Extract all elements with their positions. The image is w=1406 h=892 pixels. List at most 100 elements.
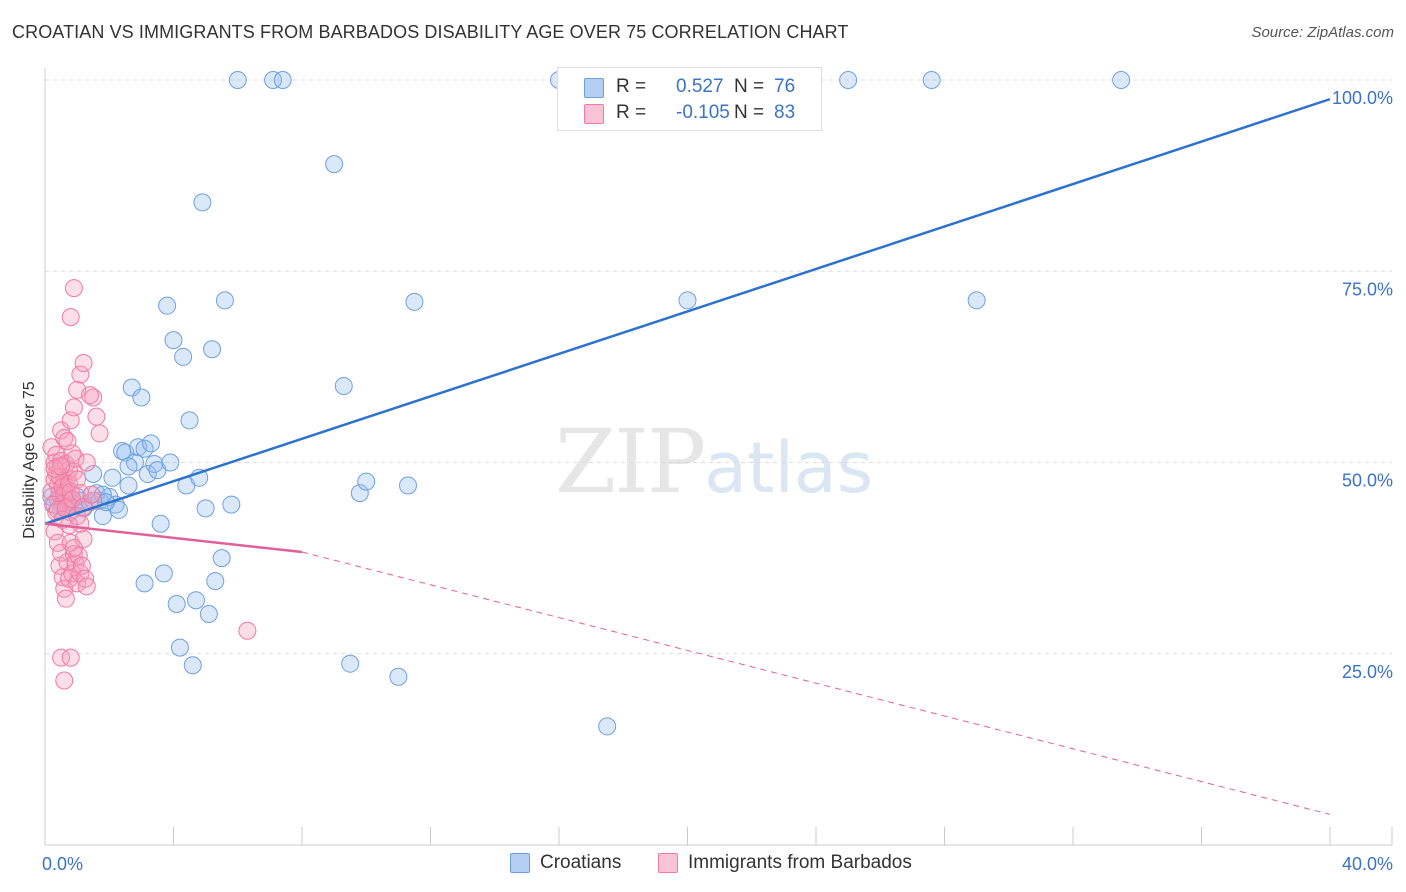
croatians-point — [174, 347, 193, 366]
bottom-legend-swatch-blue — [510, 853, 530, 873]
croatians-point — [228, 71, 247, 89]
barbados-point — [61, 308, 80, 327]
croatians-point — [170, 638, 189, 657]
barbados-point — [82, 485, 101, 504]
croatians-point — [1112, 71, 1131, 89]
y-tick-label: 25.0% — [1342, 662, 1393, 682]
barbados-point — [64, 279, 83, 298]
croatians-point — [161, 453, 180, 472]
x-tick-label: 0.0% — [42, 854, 83, 874]
legend-r-value: -0.105 — [676, 102, 730, 123]
croatians-point — [273, 71, 292, 89]
barbados-point — [61, 648, 80, 667]
y-tick-label: 100.0% — [1332, 88, 1393, 108]
legend-swatch-blue — [584, 78, 604, 98]
croatians-point — [183, 656, 202, 675]
barbados-point — [71, 484, 90, 503]
croatians-point — [678, 291, 697, 310]
barbados-point — [64, 398, 83, 417]
barbados-point — [77, 577, 96, 596]
barbados-point — [52, 648, 71, 667]
croatians-point — [325, 155, 344, 174]
barbados-point — [80, 386, 99, 405]
croatians-point — [151, 514, 170, 533]
barbados-point — [71, 564, 90, 583]
bottom-legend-swatch-pink — [658, 853, 678, 873]
croatians-point — [193, 193, 212, 212]
croatians-point — [341, 654, 360, 673]
barbados-trend-extension — [301, 551, 1331, 815]
y-tick-label: 50.0% — [1342, 471, 1393, 491]
barbados-point — [55, 429, 74, 448]
croatians-point — [334, 377, 353, 395]
barbados-point — [66, 449, 85, 468]
croatians-point — [922, 71, 941, 89]
legend-n-value: 76 — [774, 76, 796, 97]
croatians-point — [180, 411, 199, 430]
croatians-point — [154, 564, 173, 583]
barbados-point — [74, 530, 93, 548]
barbados-point — [68, 470, 87, 489]
croatians-point — [167, 595, 186, 614]
croatians-point — [119, 476, 138, 495]
watermark-zip: ZIP — [555, 410, 706, 513]
y-axis-label: Disability Age Over 75 — [21, 381, 38, 539]
barbados-point — [90, 424, 109, 443]
croatians-point — [203, 340, 222, 359]
croatians-point — [357, 472, 376, 491]
barbados-point — [48, 533, 67, 552]
croatians-point — [93, 507, 112, 526]
barbados-point — [64, 539, 83, 558]
croatians-point — [119, 457, 138, 476]
barbados-point — [56, 589, 75, 608]
barbados-point — [87, 407, 106, 426]
croatians-point — [135, 574, 154, 593]
y-tick-label: 75.0% — [1342, 279, 1393, 299]
legend-n-label: N = — [734, 102, 765, 123]
croatians-point — [122, 378, 141, 397]
barbados-point — [55, 671, 74, 690]
legend-swatch-pink — [584, 104, 604, 124]
croatians-point — [399, 476, 418, 495]
croatians-point — [215, 291, 234, 310]
x-tick-label: 40.0% — [1342, 854, 1393, 874]
croatians-point — [186, 591, 205, 610]
croatians-point — [405, 292, 424, 311]
bottom-legend-label: Immigrants from Barbados — [688, 852, 912, 873]
legend-n-value: 83 — [774, 102, 796, 123]
croatians-point — [350, 484, 369, 503]
croatians-point — [103, 468, 122, 487]
croatians-point — [839, 71, 858, 89]
stats-legend: R = 0.527 N = 76 R = -0.105 N = 83 — [557, 67, 822, 131]
barbados-point — [76, 569, 95, 588]
legend-r-value: 0.527 — [676, 76, 724, 97]
legend-r-label: R = — [616, 76, 647, 97]
barbados-point — [238, 621, 257, 640]
barbados-point — [47, 445, 66, 464]
source-label: Source: ZipAtlas.com — [1251, 24, 1394, 41]
barbados-point — [58, 432, 77, 451]
croatians-point — [967, 291, 986, 310]
croatians-point — [142, 434, 161, 453]
croatians-point — [389, 667, 408, 686]
barbados-trend-line — [44, 522, 303, 554]
barbados-point — [84, 388, 103, 407]
croatians-point — [206, 572, 225, 591]
croatians-point — [132, 388, 151, 407]
croatians-point — [196, 499, 215, 518]
legend-n-label: N = — [734, 76, 765, 97]
barbados-point — [74, 354, 93, 373]
barbados-point — [77, 453, 96, 472]
chart-title: CROATIAN VS IMMIGRANTS FROM BARBADOS DIS… — [12, 22, 849, 42]
legend-r-label: R = — [616, 102, 647, 123]
bottom-legend-label: Croatians — [540, 852, 622, 873]
watermark: ZIPatlas — [555, 410, 873, 513]
croatians-point — [138, 464, 157, 483]
watermark-atlas: atlas — [704, 427, 874, 509]
barbados-point — [52, 457, 71, 476]
croatians-point — [158, 296, 177, 315]
croatians-point — [598, 717, 617, 736]
croatians-point — [164, 331, 183, 350]
barbados-point — [71, 365, 90, 384]
